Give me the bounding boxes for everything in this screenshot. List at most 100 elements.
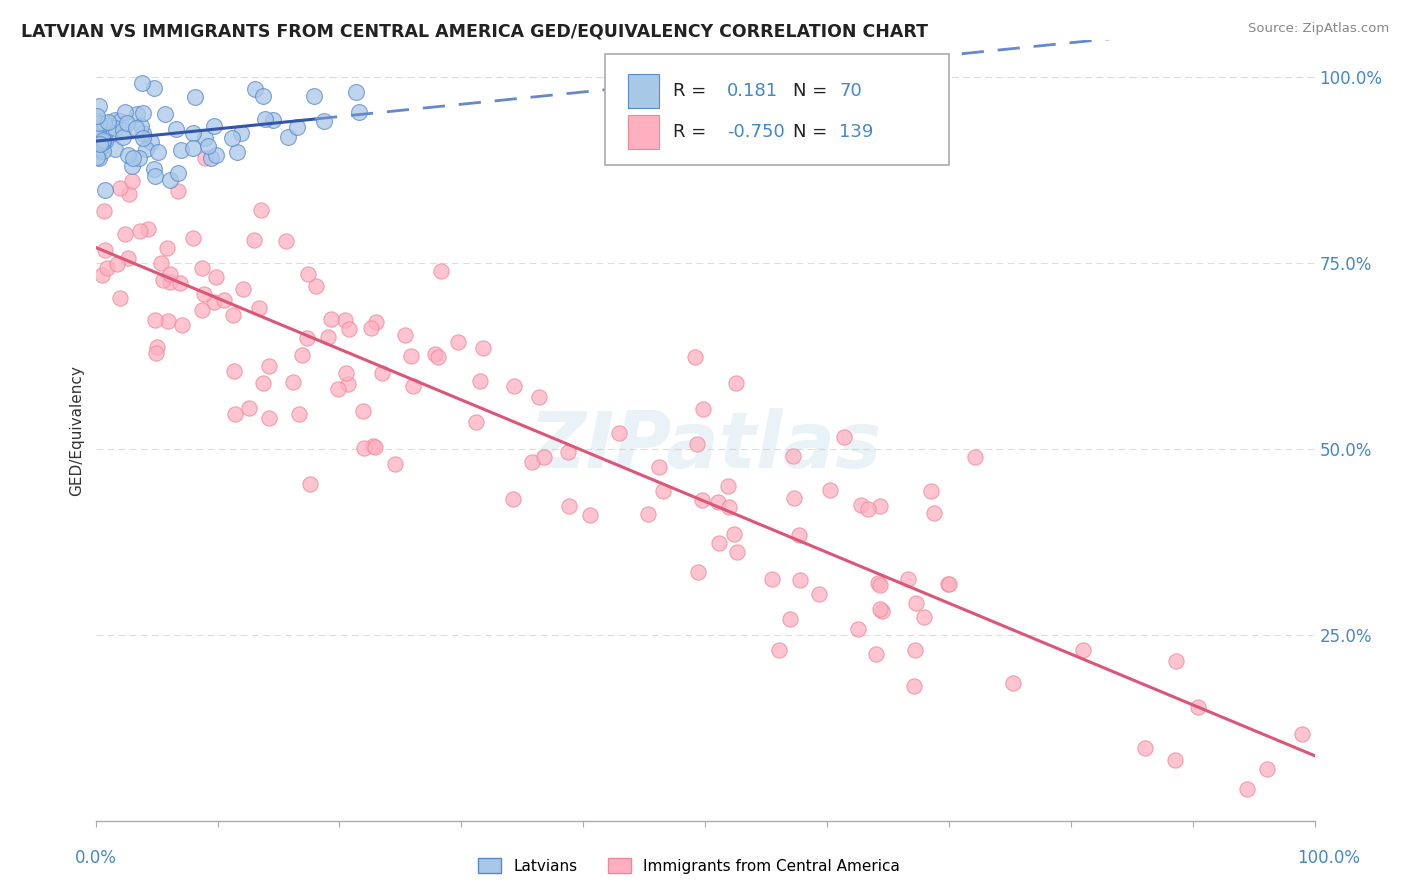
Point	[807, 586, 830, 600]
Point	[202, 120, 225, 134]
Point	[127, 107, 149, 121]
Point	[204, 269, 226, 284]
Point	[169, 277, 191, 291]
Point	[291, 347, 314, 361]
Point	[789, 573, 811, 587]
Point	[170, 143, 193, 157]
Point	[141, 135, 163, 149]
Point	[869, 578, 891, 592]
Point	[157, 314, 180, 328]
Point	[1164, 753, 1187, 767]
Point	[319, 312, 342, 326]
Point	[96, 123, 118, 137]
Point	[707, 536, 730, 550]
Point	[347, 105, 370, 120]
Y-axis label: GED/Equivalency: GED/Equivalency	[69, 365, 84, 496]
Point	[1002, 676, 1025, 690]
Point	[222, 308, 245, 322]
Point	[427, 351, 450, 365]
Point	[360, 321, 382, 335]
Point	[904, 642, 927, 657]
Point	[245, 82, 267, 96]
Point	[305, 278, 328, 293]
Point	[149, 256, 172, 270]
Point	[423, 347, 446, 361]
Point	[117, 251, 139, 265]
Point	[143, 81, 166, 95]
Point	[579, 508, 602, 522]
Point	[96, 261, 118, 276]
Point	[337, 376, 360, 391]
Point	[297, 268, 319, 282]
Point	[86, 150, 108, 164]
Point	[200, 151, 222, 165]
Point	[846, 622, 869, 636]
Point	[104, 121, 127, 136]
Point	[371, 366, 394, 380]
Text: R =: R =	[673, 123, 707, 141]
Point	[93, 116, 115, 130]
Point	[181, 126, 204, 140]
Point	[897, 572, 920, 586]
Point	[468, 374, 491, 388]
Text: N =: N =	[793, 123, 827, 141]
Point	[193, 287, 215, 301]
Point	[152, 273, 174, 287]
Point	[851, 498, 873, 512]
Point	[253, 112, 276, 126]
Point	[904, 597, 927, 611]
Point	[647, 460, 669, 475]
Point	[366, 315, 388, 329]
Text: LATVIAN VS IMMIGRANTS FROM CENTRAL AMERICA GED/EQUIVALENCY CORRELATION CHART: LATVIAN VS IMMIGRANTS FROM CENTRAL AMERI…	[21, 22, 928, 40]
Point	[143, 169, 166, 183]
Point	[1291, 726, 1313, 740]
Point	[242, 233, 264, 247]
Point	[686, 437, 709, 451]
Legend: Latvians, Immigrants from Central America: Latvians, Immigrants from Central Americ…	[472, 852, 905, 880]
Point	[725, 545, 748, 559]
Point	[145, 345, 167, 359]
Point	[132, 105, 155, 120]
Point	[131, 76, 153, 90]
Point	[170, 318, 193, 333]
Point	[194, 151, 217, 165]
Point	[692, 402, 714, 417]
Point	[118, 186, 141, 201]
Point	[183, 230, 205, 244]
Point	[399, 350, 422, 364]
Point	[214, 293, 236, 308]
Point	[903, 679, 925, 693]
Point	[159, 275, 181, 289]
Point	[299, 476, 322, 491]
Point	[204, 294, 226, 309]
Point	[145, 313, 167, 327]
Point	[503, 379, 526, 393]
Point	[156, 241, 179, 255]
Point	[832, 430, 855, 444]
Point	[285, 120, 308, 135]
Point	[224, 408, 246, 422]
Point	[924, 507, 946, 521]
Point	[723, 526, 745, 541]
Point	[129, 224, 152, 238]
Point	[89, 136, 111, 151]
Point	[159, 268, 181, 282]
Point	[295, 330, 318, 344]
Point	[326, 383, 349, 397]
Point	[121, 159, 143, 173]
Point	[281, 375, 304, 389]
Point	[768, 642, 790, 657]
Point	[557, 445, 579, 459]
Point	[87, 143, 110, 157]
Point	[165, 121, 187, 136]
Point	[963, 450, 986, 465]
Point	[725, 376, 748, 391]
Point	[637, 508, 659, 522]
Point	[238, 401, 260, 416]
Point	[262, 112, 284, 127]
Point	[252, 376, 274, 390]
Point	[114, 227, 136, 241]
Point	[129, 119, 152, 133]
Point	[394, 327, 416, 342]
Point	[717, 478, 740, 492]
